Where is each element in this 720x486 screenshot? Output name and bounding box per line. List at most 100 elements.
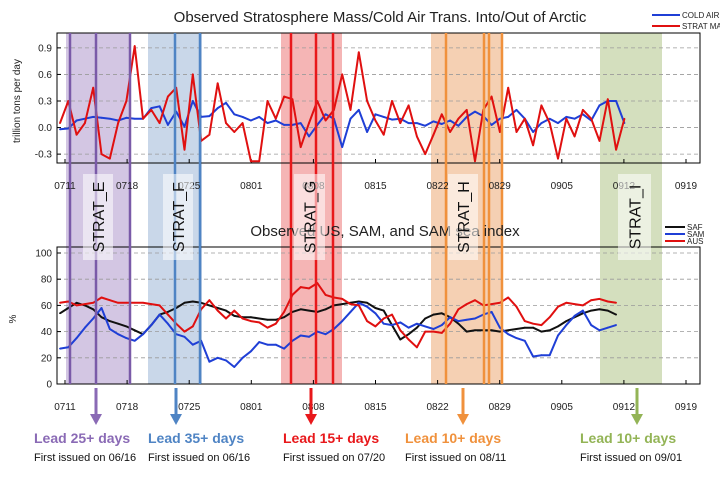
y-tick-label: 100 [35, 249, 52, 260]
lead-annotation-h: Lead 10+ days First issued on 08/11 [405, 430, 506, 464]
data-point [432, 330, 435, 333]
data-point [465, 108, 468, 111]
data-point [499, 326, 501, 329]
data-point [557, 305, 559, 308]
data-point [274, 343, 277, 346]
data-point [474, 299, 476, 302]
data-point [92, 317, 95, 320]
strat-label-3: STRAT_G [303, 181, 320, 254]
data-point [382, 317, 385, 320]
data-point [532, 326, 534, 329]
data-point [457, 308, 460, 311]
data-point [540, 324, 543, 326]
data-point [274, 117, 277, 120]
legend-label-aus: AUS [687, 237, 703, 246]
data-point [606, 300, 609, 303]
data-point [366, 301, 368, 304]
data-point [615, 313, 617, 316]
strat-label-box [83, 174, 113, 260]
y-tick-label: 0.0 [38, 123, 52, 134]
y-tick-label: 60 [41, 301, 53, 312]
data-point [507, 296, 510, 299]
legend-label-saf: SAF [687, 223, 703, 232]
data-point [374, 325, 377, 328]
lead-annotation-e: Lead 25+ days First issued on 06/16 [34, 430, 136, 464]
data-point [125, 301, 128, 304]
data-point [208, 304, 211, 307]
data-point [474, 317, 476, 320]
data-point [308, 135, 310, 138]
data-point [490, 311, 493, 313]
data-point [167, 124, 169, 126]
data-point [407, 338, 410, 341]
data-point [216, 309, 219, 312]
data-point [92, 301, 95, 304]
data-point [274, 119, 277, 122]
data-point [167, 95, 169, 98]
data-point [100, 296, 103, 299]
data-point [432, 313, 435, 316]
data-point [490, 329, 493, 332]
data-point [258, 341, 261, 343]
data-point [241, 317, 244, 320]
data-point [374, 119, 377, 122]
x-tick-label: 0905 [551, 181, 574, 192]
data-point [507, 86, 510, 89]
data-point [191, 100, 194, 102]
data-point [565, 324, 568, 326]
data-point [399, 122, 402, 125]
x-tick-label: 0801 [240, 402, 263, 413]
data-point [557, 157, 559, 160]
data-point [274, 322, 277, 325]
data-point [440, 113, 443, 116]
data-point [523, 320, 526, 323]
lead-arrow-head [170, 414, 182, 425]
data-point [416, 122, 418, 125]
data-point [108, 117, 111, 120]
data-point [598, 297, 601, 300]
data-point [233, 309, 236, 312]
data-point [515, 305, 518, 308]
data-point [606, 98, 609, 101]
data-point [158, 105, 161, 108]
data-point [416, 322, 418, 325]
data-point [324, 294, 327, 296]
data-point [557, 122, 559, 125]
x-tick-label: 0829 [489, 402, 512, 413]
data-point [490, 95, 493, 98]
data-point [299, 286, 302, 288]
data-point [548, 117, 551, 120]
data-point [582, 304, 584, 307]
data-point [225, 122, 227, 125]
data-point [258, 321, 261, 324]
y-tick-label: 40 [41, 327, 53, 338]
data-point [225, 309, 227, 312]
data-point [133, 301, 136, 304]
lead-e-label: Lead 25+ days [34, 430, 130, 446]
data-point [349, 108, 352, 111]
data-point [208, 360, 211, 363]
data-point [382, 116, 385, 118]
data-point [125, 116, 128, 119]
top-plot-frame [56, 32, 701, 164]
data-point [573, 117, 576, 120]
data-point [548, 122, 551, 125]
bottom-y-axis-label: % [8, 314, 19, 323]
data-point [142, 301, 144, 304]
data-point [548, 354, 551, 357]
data-point [341, 146, 344, 148]
data-point [474, 329, 476, 332]
data-point [283, 347, 285, 350]
data-point [532, 144, 534, 147]
data-point [183, 335, 186, 338]
data-point [324, 113, 327, 116]
data-point [191, 300, 194, 303]
data-point [117, 333, 119, 336]
data-point [225, 101, 227, 104]
strat-label-4: STRAT_H [456, 181, 473, 253]
plot-border [56, 32, 701, 164]
x-tick-label: 0912 [613, 402, 636, 413]
data-point [299, 334, 302, 337]
data-point [523, 117, 526, 120]
data-point [92, 86, 95, 89]
